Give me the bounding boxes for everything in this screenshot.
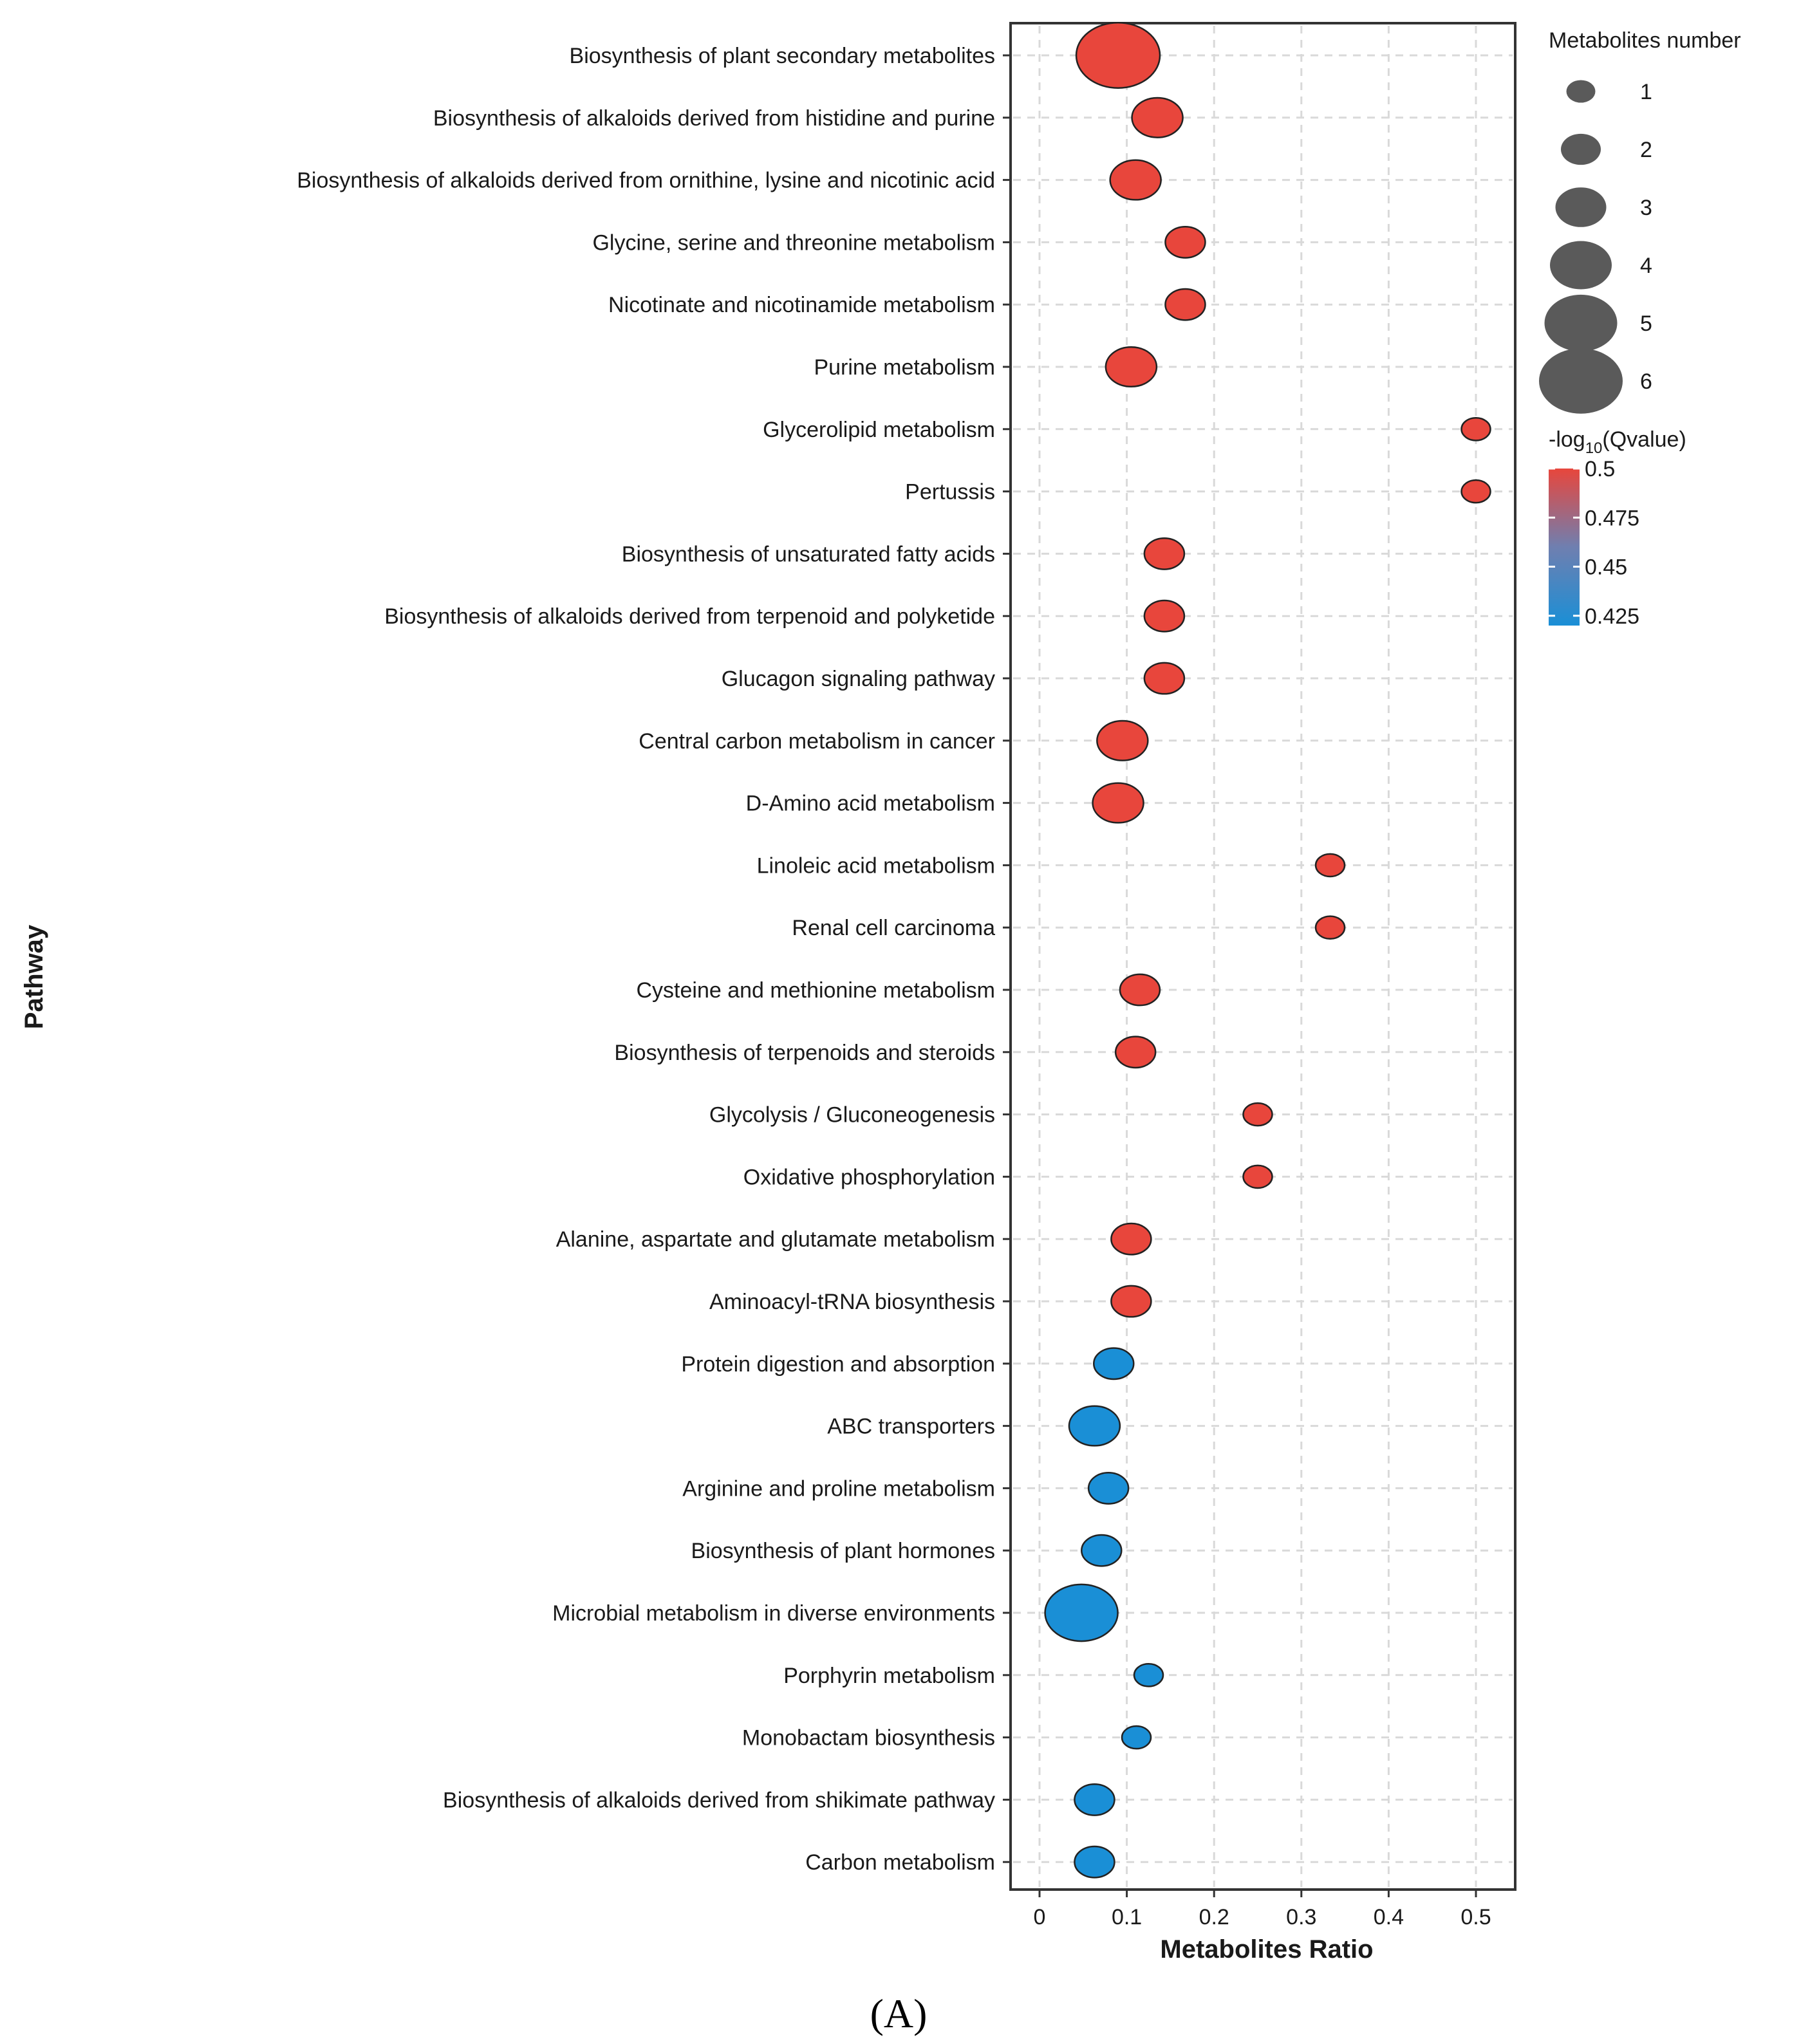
bubble xyxy=(1093,1347,1135,1380)
bubble xyxy=(1242,1164,1273,1189)
size-legend-bubble xyxy=(1550,241,1612,290)
size-legend-label: 3 xyxy=(1640,196,1652,220)
x-tick-label: 0.5 xyxy=(1460,1905,1491,1929)
bubble xyxy=(1114,1036,1157,1069)
size-legend-label: 6 xyxy=(1640,369,1652,394)
x-axis-title: Metabolites Ratio xyxy=(1160,1935,1373,1964)
pathway-label: Nicotinate and nicotinamide metabolism xyxy=(608,293,995,317)
bubble xyxy=(1143,662,1186,695)
size-legend: Metabolites number 1 2 3 4 5 6 xyxy=(1539,28,1741,414)
bubble xyxy=(1119,973,1161,1007)
panel-label: (A) xyxy=(870,1991,928,2036)
size-legend-bubble xyxy=(1539,348,1623,414)
y-axis-title: Pathway xyxy=(20,924,48,1029)
pathway-label: Glycerolipid metabolism xyxy=(763,418,995,442)
size-legend-label: 1 xyxy=(1640,80,1652,104)
pathway-label: Biosynthesis of plant secondary metaboli… xyxy=(570,44,995,68)
bubble xyxy=(1105,346,1158,388)
bubble xyxy=(1131,97,1184,138)
pathway-label: Glycolysis / Gluconeogenesis xyxy=(709,1103,995,1128)
pathway-label: Glucagon signaling pathway xyxy=(722,667,995,691)
bubble xyxy=(1044,1583,1119,1642)
bubble xyxy=(1074,1845,1115,1879)
bubble xyxy=(1133,1663,1164,1687)
bubble xyxy=(1109,159,1162,201)
bubble xyxy=(1121,1725,1152,1750)
pathway-labels: Biosynthesis of plant secondary metaboli… xyxy=(297,44,1011,1875)
color-bar-ticks: 0.5 0.475 0.45 0.425 xyxy=(1549,457,1639,629)
plot-panel-border xyxy=(1009,22,1516,1891)
color-bar-tick-label: 0.425 xyxy=(1585,604,1639,629)
pathway-label: Oxidative phosphorylation xyxy=(743,1165,995,1189)
size-legend-label: 5 xyxy=(1640,311,1652,336)
bubble xyxy=(1314,853,1346,878)
pathway-label: Biosynthesis of alkaloids derived from t… xyxy=(384,604,995,629)
color-bar xyxy=(1549,469,1580,626)
pathway-label: Biosynthesis of alkaloids derived from s… xyxy=(443,1788,995,1812)
bubble xyxy=(1164,225,1206,259)
bubble xyxy=(1074,1783,1115,1816)
pathway-label: Purine metabolism xyxy=(814,355,995,380)
bubble xyxy=(1075,22,1161,89)
bubble xyxy=(1087,1471,1130,1505)
bubble xyxy=(1460,417,1491,441)
color-legend: -log10(Qvalue) 0.5 0.475 0.45 0.425 xyxy=(1549,427,1686,629)
pathway-label: Cysteine and methionine metabolism xyxy=(636,978,995,1003)
pathway-label: Arginine and proline metabolism xyxy=(682,1476,995,1501)
bubble xyxy=(1164,288,1206,321)
pathway-label: Central carbon metabolism in cancer xyxy=(639,729,995,754)
bubble xyxy=(1081,1534,1123,1567)
size-legend-bubble xyxy=(1544,294,1618,352)
x-tick-label: 0.2 xyxy=(1199,1905,1229,1929)
pathway-label: Biosynthesis of terpenoids and steroids xyxy=(614,1041,995,1065)
pathway-label: Monobactam biosynthesis xyxy=(742,1726,995,1751)
bubble xyxy=(1092,782,1144,824)
color-legend-title: -log10(Qvalue) xyxy=(1549,427,1686,457)
bubble xyxy=(1143,599,1186,633)
pathway-label: Biosynthesis of alkaloids derived from h… xyxy=(433,106,995,131)
bubble xyxy=(1110,1222,1152,1256)
pathway-label: Renal cell carcinoma xyxy=(792,916,995,940)
pathway-label: Alanine, aspartate and glutamate metabol… xyxy=(556,1227,995,1252)
bubble xyxy=(1143,537,1186,570)
size-legend-title: Metabolites number xyxy=(1549,28,1741,53)
size-legend-label: 2 xyxy=(1640,138,1652,162)
color-bar-tick-label: 0.45 xyxy=(1585,555,1627,580)
x-tick-label: 0.4 xyxy=(1374,1905,1404,1929)
bubble xyxy=(1460,479,1491,504)
pathway-label: D-Amino acid metabolism xyxy=(746,792,995,816)
pathway-label: ABC transporters xyxy=(827,1415,995,1439)
x-tick-label: 0.1 xyxy=(1112,1905,1142,1929)
pathway-label: Biosynthesis of alkaloids derived from o… xyxy=(297,169,995,193)
bubble xyxy=(1068,1405,1121,1447)
pathway-label: Biosynthesis of unsaturated fatty acids xyxy=(622,542,995,566)
color-bar-tick-label: 0.5 xyxy=(1585,457,1615,481)
size-legend-bubble xyxy=(1555,187,1607,227)
size-legend-bubble xyxy=(1566,80,1596,103)
bubble xyxy=(1314,915,1346,940)
x-tick-label: 0.3 xyxy=(1286,1905,1316,1929)
pathway-label: Microbial metabolism in diverse environm… xyxy=(552,1601,995,1626)
grid-lines xyxy=(1013,26,1513,1887)
bubble xyxy=(1242,1102,1273,1127)
pathway-label: Linoleic acid metabolism xyxy=(757,853,995,878)
pathway-label: Protein digestion and absorption xyxy=(681,1352,995,1377)
size-legend-label: 4 xyxy=(1640,254,1652,278)
x-tick-label: 0 xyxy=(1034,1905,1046,1929)
pathway-label: Glycine, serine and threonine metabolism xyxy=(592,230,995,255)
size-legend-bubble xyxy=(1561,133,1601,165)
bubble xyxy=(1110,1285,1152,1318)
pathway-label: Porphyrin metabolism xyxy=(783,1664,995,1688)
pathway-label: Biosynthesis of plant hormones xyxy=(691,1539,995,1563)
x-axis-ticks: 0 0.1 0.2 0.3 0.4 0.5 xyxy=(1034,1890,1491,1929)
bubbles xyxy=(1044,22,1491,1879)
bubble xyxy=(1096,720,1149,761)
pathway-label: Pertussis xyxy=(905,480,995,505)
color-bar-tick-label: 0.475 xyxy=(1585,506,1639,530)
pathway-label: Aminoacyl-tRNA biosynthesis xyxy=(709,1290,995,1314)
pathway-label: Carbon metabolism xyxy=(805,1850,995,1875)
